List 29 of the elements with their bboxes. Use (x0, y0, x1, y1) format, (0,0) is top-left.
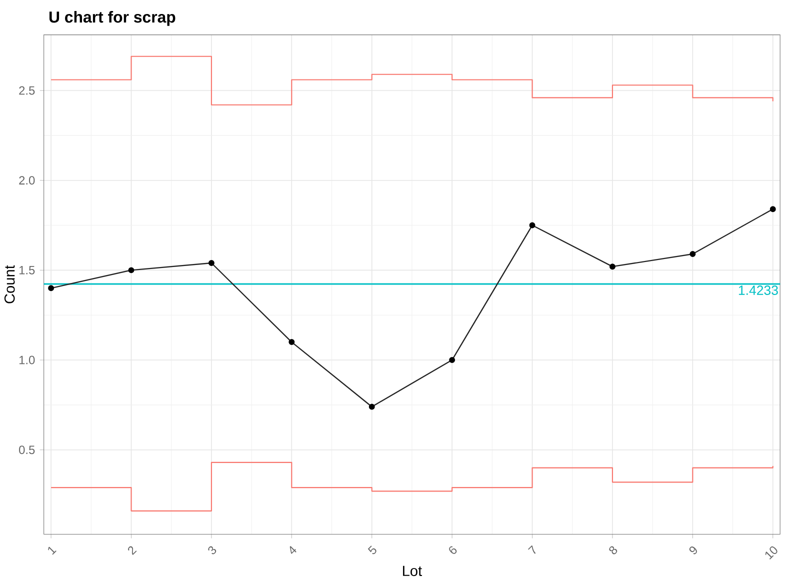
point (529, 222, 536, 228)
x-tick-label: 9 (689, 546, 697, 554)
x-tick-label: 3 (208, 546, 216, 554)
point (288, 339, 295, 346)
chart-title: U chart for scrap (49, 11, 176, 26)
y-tick-label: 1.0 (19, 356, 35, 364)
point (690, 251, 696, 258)
x-tick-label: 7 (528, 546, 536, 554)
x-tick-label: 4 (290, 546, 296, 554)
x-tick-label: 6 (449, 546, 457, 554)
y-tick-label: 1.5 (19, 266, 35, 275)
y-tick-label: 2.5 (19, 86, 35, 95)
point (128, 267, 134, 274)
point (368, 404, 375, 410)
point (609, 264, 616, 270)
y-axis-title: Count (4, 265, 15, 304)
y-tick-label: 2.0 (19, 176, 35, 185)
point (208, 260, 214, 266)
point (770, 206, 776, 212)
x-tick-label: 5 (368, 546, 376, 554)
x-tick-label: 8 (609, 546, 618, 554)
ref-line-label: 1.4233 (738, 286, 778, 296)
point (449, 357, 456, 364)
x-tick-label: 10 (765, 546, 778, 560)
point (48, 285, 54, 292)
x-axis-title: Lot (403, 566, 422, 576)
x-tick-label: 2 (128, 546, 137, 556)
x-tick-label: 1 (48, 546, 56, 556)
y-tick-label: 0.5 (19, 446, 35, 454)
